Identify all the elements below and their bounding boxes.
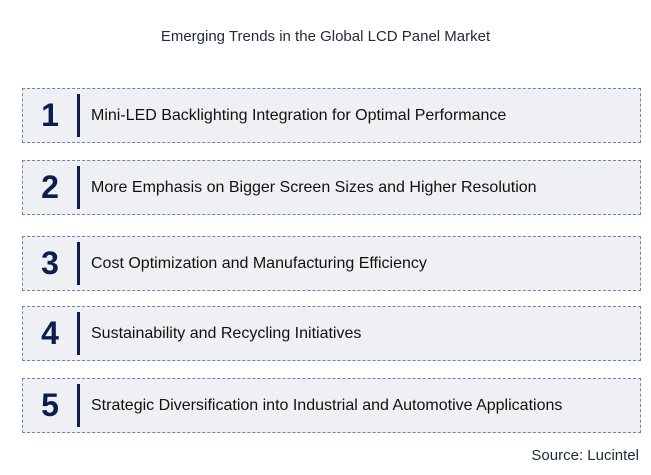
trend-label: Cost Optimization and Manufacturing Effi… xyxy=(91,254,427,272)
trend-item-3: 3 Cost Optimization and Manufacturing Ef… xyxy=(22,236,641,291)
trend-item-4: 4 Sustainability and Recycling Initiativ… xyxy=(22,306,641,361)
source-credit: Source: Lucintel xyxy=(531,447,639,464)
separator-bar xyxy=(77,166,80,209)
separator-bar xyxy=(77,94,80,137)
trend-label: Sustainability and Recycling Initiatives xyxy=(91,324,362,342)
separator-bar xyxy=(77,312,80,355)
trend-label: Mini-LED Backlighting Integration for Op… xyxy=(91,106,507,124)
trend-number: 4 xyxy=(41,315,59,351)
trend-number: 5 xyxy=(41,387,59,423)
trend-item-2: 2 More Emphasis on Bigger Screen Sizes a… xyxy=(22,160,641,215)
separator-bar xyxy=(77,242,80,285)
trend-label: Strategic Diversification into Industria… xyxy=(91,396,563,414)
trend-item-5: 5 Strategic Diversification into Industr… xyxy=(22,378,641,433)
trend-label: More Emphasis on Bigger Screen Sizes and… xyxy=(91,178,537,196)
separator-bar xyxy=(77,384,80,427)
trend-number: 2 xyxy=(41,169,59,205)
trend-number: 1 xyxy=(41,97,59,133)
page-title: Emerging Trends in the Global LCD Panel … xyxy=(160,28,491,45)
trend-number: 3 xyxy=(41,245,59,281)
trend-item-1: 1 Mini-LED Backlighting Integration for … xyxy=(22,88,641,143)
